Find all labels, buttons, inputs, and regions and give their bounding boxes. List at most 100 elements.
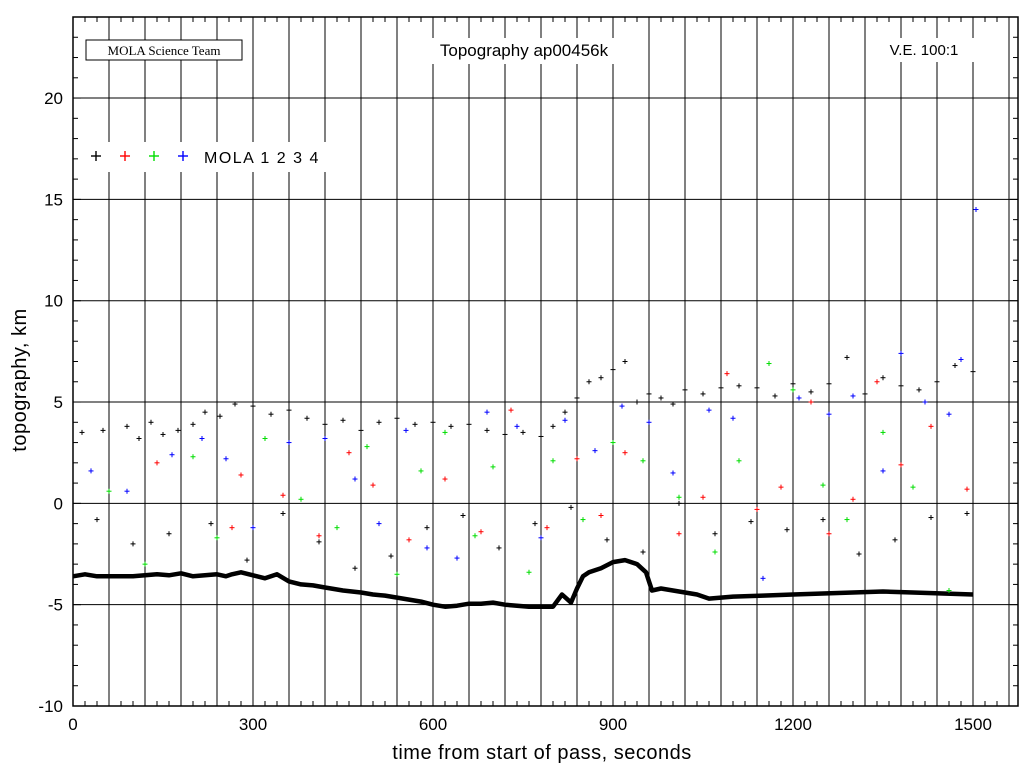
data-points — [79, 207, 979, 593]
data-point-mola-4 — [706, 407, 712, 413]
data-point-mola-1 — [79, 429, 85, 435]
data-point-mola-1 — [232, 401, 238, 407]
data-point-mola-2 — [808, 399, 814, 405]
data-point-mola-3 — [550, 458, 556, 464]
data-point-mola-2 — [850, 496, 856, 502]
x-tick-label: 600 — [419, 715, 447, 734]
data-point-mola-1 — [322, 421, 328, 427]
data-point-mola-3 — [394, 571, 400, 577]
data-point-mola-1 — [682, 387, 688, 393]
data-point-mola-1 — [772, 393, 778, 399]
data-point-mola-3 — [946, 587, 952, 593]
data-point-mola-3 — [214, 535, 220, 541]
y-axis-title: topography, km — [9, 308, 31, 451]
x-tick-label: 1200 — [774, 715, 812, 734]
data-point-mola-1 — [202, 409, 208, 415]
x-tick-label: 1500 — [954, 715, 992, 734]
legend-marker-4 — [178, 151, 188, 161]
data-point-mola-2 — [406, 537, 412, 543]
y-tick-label: -5 — [48, 596, 63, 615]
data-point-mola-3 — [610, 440, 616, 446]
data-point-mola-1 — [124, 423, 130, 429]
data-point-mola-1 — [658, 395, 664, 401]
data-point-mola-1 — [100, 427, 106, 433]
data-point-mola-3 — [472, 533, 478, 539]
data-point-mola-1 — [340, 417, 346, 423]
data-point-mola-2 — [898, 462, 904, 468]
data-point-mola-1 — [964, 510, 970, 516]
data-point-mola-1 — [496, 545, 502, 551]
surface-profile — [72, 557, 974, 609]
data-point-mola-1 — [244, 557, 250, 563]
data-point-mola-4 — [124, 488, 130, 494]
data-point-mola-1 — [898, 383, 904, 389]
data-point-mola-4 — [826, 411, 832, 417]
data-point-mola-1 — [676, 500, 682, 506]
data-point-mola-3 — [142, 561, 148, 567]
data-point-mola-1 — [712, 531, 718, 537]
data-point-mola-4 — [376, 521, 382, 527]
data-point-mola-3 — [298, 496, 304, 502]
data-point-mola-4 — [562, 417, 568, 423]
vertical-exaggeration-label: V.E. 100:1 — [890, 42, 959, 59]
data-point-mola-2 — [928, 423, 934, 429]
data-point-mola-3 — [190, 454, 196, 460]
data-point-mola-2 — [874, 379, 880, 385]
data-point-mola-1 — [280, 510, 286, 516]
data-point-mola-3 — [418, 468, 424, 474]
data-point-mola-1 — [640, 549, 646, 555]
team-label-box: MOLA Science Team — [85, 39, 243, 61]
data-point-mola-4 — [880, 468, 886, 474]
y-tick-label: 15 — [44, 190, 63, 209]
data-point-mola-1 — [136, 436, 142, 442]
data-point-mola-1 — [916, 387, 922, 393]
legend-marker-3 — [149, 151, 159, 161]
data-point-mola-1 — [250, 403, 256, 409]
title-background — [404, 38, 638, 64]
data-point-mola-1 — [532, 521, 538, 527]
data-point-mola-3 — [766, 361, 772, 367]
data-point-mola-2 — [754, 506, 760, 512]
data-point-mola-1 — [466, 421, 472, 427]
data-point-mola-3 — [736, 458, 742, 464]
legend-marker-1 — [91, 151, 101, 161]
data-point-mola-1 — [598, 375, 604, 381]
data-point-mola-1 — [130, 541, 136, 547]
data-point-mola-1 — [700, 391, 706, 397]
data-point-mola-2 — [442, 476, 448, 482]
data-point-mola-4 — [514, 423, 520, 429]
data-point-mola-3 — [364, 444, 370, 450]
data-point-mola-1 — [826, 381, 832, 387]
legend-markers — [91, 151, 188, 161]
y-tick-label: 5 — [54, 393, 63, 412]
data-point-mola-1 — [670, 401, 676, 407]
data-point-mola-1 — [892, 537, 898, 543]
data-point-mola-4 — [403, 427, 409, 433]
data-point-mola-2 — [229, 525, 235, 531]
data-point-mola-4 — [592, 448, 598, 454]
data-point-mola-1 — [352, 565, 358, 571]
data-point-mola-2 — [598, 513, 604, 519]
data-point-mola-4 — [796, 395, 802, 401]
data-point-mola-2 — [154, 460, 160, 466]
data-point-mola-1 — [217, 413, 223, 419]
data-point-mola-4 — [670, 470, 676, 476]
data-point-mola-1 — [412, 421, 418, 427]
data-point-mola-1 — [484, 427, 490, 433]
data-point-mola-4 — [646, 419, 652, 425]
data-point-mola-2 — [676, 531, 682, 537]
data-point-mola-4 — [619, 403, 625, 409]
y-tick-label: 10 — [44, 292, 63, 311]
data-point-mola-1 — [820, 517, 826, 523]
data-point-mola-1 — [754, 385, 760, 391]
data-point-mola-4 — [322, 436, 328, 442]
axis-ticks — [72, 16, 1018, 707]
data-point-mola-2 — [544, 525, 550, 531]
data-point-mola-2 — [508, 407, 514, 413]
data-point-mola-4 — [424, 545, 430, 551]
legend-label: MOLA 1 2 3 4 — [204, 150, 320, 167]
team-label: MOLA Science Team — [108, 43, 221, 58]
data-point-mola-4 — [454, 555, 460, 561]
plot-frame — [72, 16, 1019, 707]
data-point-mola-2 — [778, 484, 784, 490]
